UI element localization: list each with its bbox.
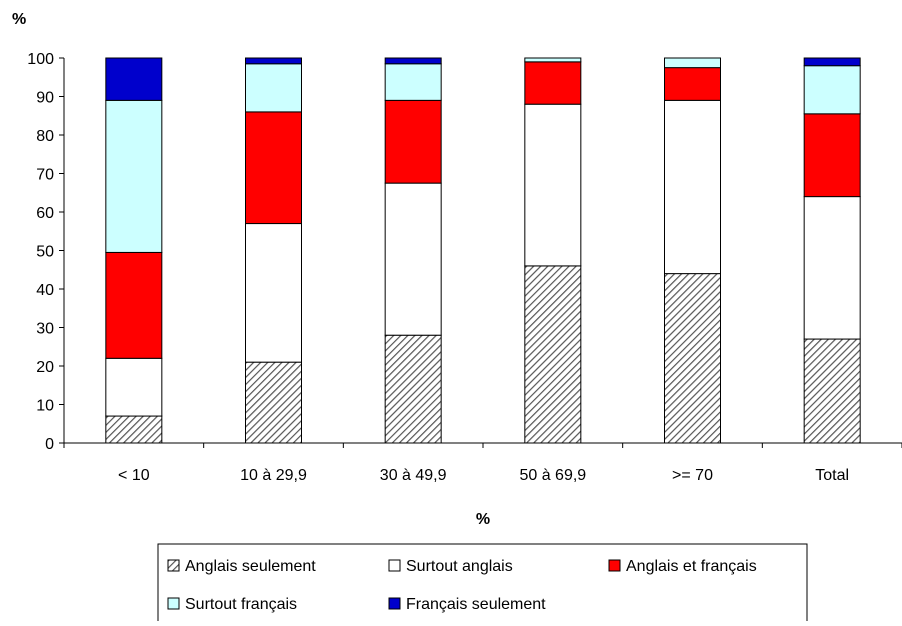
legend-label: Anglais et français [626,558,757,575]
bar-segment [803,65,861,115]
bar-segment [664,273,721,444]
x-axis-tick-labels: < 10 10 à 29,9 30 à 49,9 50 à 69,9 >= 70 Tota… [63,443,902,484]
bar-segment [384,182,442,336]
bar-segment [245,63,302,113]
bars-group [105,57,861,444]
bar-segment [384,57,442,65]
y-tick-label: 20 [36,359,54,376]
y-tick-label: 50 [36,244,54,261]
bar-segment [384,63,442,101]
bar-segment [245,361,302,444]
bar-segment [803,196,861,340]
y-axis-title: % [12,11,26,28]
y-tick-label: 70 [36,167,54,184]
legend-label: Surtout français [185,596,297,613]
bar-segment [524,57,582,63]
legend-label: Français seulement [406,596,546,613]
bar-segment [245,223,302,363]
x-tick-label: 30 à 49,9 [380,467,447,484]
y-tick-label: 60 [36,205,54,222]
x-tick-label: Total [815,467,849,484]
bar-segment [664,57,721,69]
bar-segment [664,67,721,101]
y-tick-label: 100 [27,51,54,68]
bar-segment [524,61,582,105]
bar-segment [384,99,442,184]
legend-swatch [167,559,180,572]
x-tick-label: 50 à 69,9 [519,467,586,484]
legend-swatch [388,597,401,610]
y-axis-ticks: 0 10 20 30 40 50 60 70 80 90 100 [27,51,64,453]
bar-segment [803,57,861,67]
bar-segment [245,57,302,65]
x-tick-label: < 10 [118,467,150,484]
bar-segment [105,415,163,444]
bar-segment [524,103,582,267]
legend-label: Anglais seulement [185,558,316,575]
legend-label: Surtout anglais [406,558,513,575]
legend: Anglais seulement Surtout anglais Anglais … [157,543,808,623]
bar-segment [384,334,442,444]
legend-swatch [608,559,621,572]
y-tick-label: 40 [36,282,54,299]
bar-segment [524,265,582,444]
y-tick-label: 30 [36,321,54,338]
y-tick-label: 10 [36,398,54,415]
bar-segment [664,99,721,275]
bar-segment [803,113,861,198]
bar-segment [105,357,163,417]
bar-segment [105,251,163,359]
x-tick-label: >= 70 [672,467,713,484]
legend-swatch [388,559,401,572]
bar-segment [105,99,163,253]
x-tick-label: 10 à 29,9 [240,467,307,484]
bar-segment [803,338,861,444]
y-tick-label: 90 [36,90,54,107]
bar-segment [105,57,163,101]
bar-segment [245,111,302,225]
legend-swatch [167,597,180,610]
x-axis-title: % [476,511,490,528]
y-tick-label: 80 [36,128,54,145]
y-tick-label: 0 [45,436,54,453]
